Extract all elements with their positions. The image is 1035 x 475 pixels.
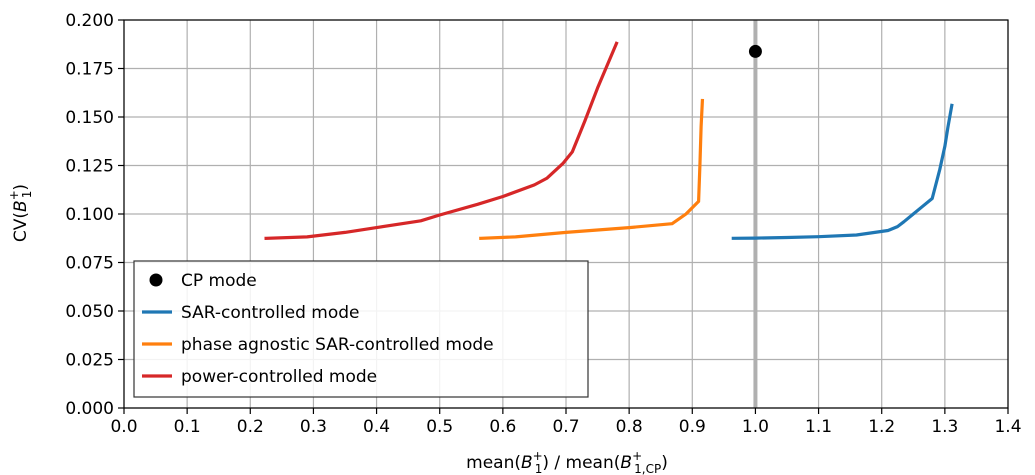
x-tick-label: 0.1	[174, 417, 201, 437]
x-tick-label: 1.1	[805, 417, 832, 437]
legend-marker-cp-mode	[149, 273, 163, 287]
x-ticks: 0.0 0.1 0.2 0.3 0.4 0.5 0.6 0.7 0.8 0.9 1.0 1.1 1.2 1…	[110, 408, 1022, 437]
y-axis-label: CV(B+1)	[7, 184, 34, 242]
x-tick-label: 0.7	[552, 417, 579, 437]
y-tick-label: 0.075	[65, 254, 114, 274]
y-tick-label: 0.100	[65, 205, 114, 225]
legend-label: phase agnostic SAR-controlled mode	[181, 335, 494, 355]
legend-box	[133, 260, 589, 398]
cp-mode-point	[748, 44, 762, 58]
x-tick-label: 0.3	[300, 417, 327, 437]
y-tick-label: 0.150	[65, 108, 114, 128]
x-tick-label: 0.5	[426, 417, 453, 437]
y-ticks: 0.000 0.025 0.050 0.075 0.100 0.125 0.150 0.175…	[65, 11, 124, 419]
y-tick-label: 0.175	[65, 60, 114, 80]
legend-label: SAR-controlled mode	[181, 303, 360, 323]
x-axis-label: mean(B+ 1) / mean(B+ 1,CP)	[466, 449, 668, 475]
y-tick-label: 0.000	[65, 399, 114, 419]
x-tick-label: 1.4	[994, 417, 1021, 437]
legend: CP mode SAR-controlled mode phase agnostic…	[133, 260, 589, 398]
x-tick-label: 0.9	[679, 417, 706, 437]
series-line	[479, 98, 705, 240]
x-tick-label: 1.0	[742, 417, 769, 437]
series-group	[264, 41, 954, 240]
legend-label: power-controlled mode	[181, 367, 377, 387]
x-tick-label: 0.2	[237, 417, 264, 437]
series-line	[264, 41, 619, 240]
y-tick-label: 0.050	[65, 302, 114, 322]
y-tick-label: 0.125	[65, 157, 114, 177]
y-tick-label: 0.200	[65, 11, 114, 31]
x-tick-label: 1.3	[931, 417, 958, 437]
y-tick-label: 0.025	[65, 351, 114, 371]
x-tick-label: 0.6	[489, 417, 516, 437]
legend-label: CP mode	[181, 271, 257, 291]
x-tick-label: 1.2	[868, 417, 895, 437]
x-tick-label: 0.8	[616, 417, 643, 437]
x-tick-label: 0.4	[363, 417, 390, 437]
series-line	[731, 103, 954, 240]
x-tick-label: 0.0	[110, 417, 137, 437]
points-group	[748, 44, 762, 58]
